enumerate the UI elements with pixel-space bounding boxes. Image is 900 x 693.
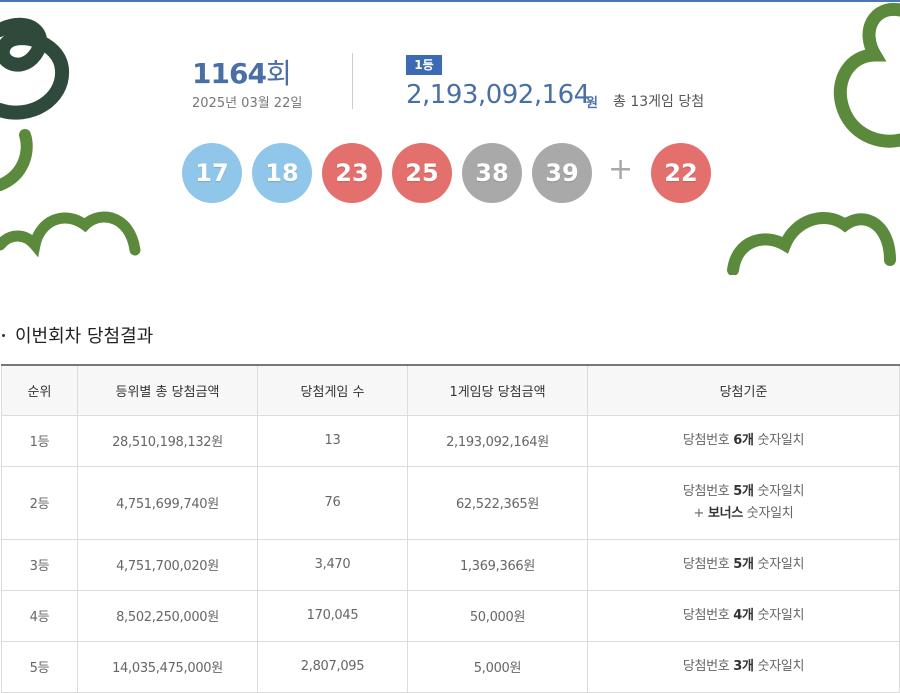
winning-ball-3: 23	[322, 143, 382, 203]
cell-per-game: 50,000원	[407, 589, 588, 642]
draw-number-value: 1164	[192, 57, 267, 90]
cell-total: 14,035,475,000원	[77, 640, 258, 693]
cell-total: 28,510,198,132원	[77, 414, 258, 467]
criteria-pre: 당첨번호	[682, 658, 734, 674]
criteria-post: 숫자일치	[753, 607, 805, 623]
first-prize-badge: 1등	[406, 55, 442, 75]
bonus-ball: 22	[651, 143, 711, 203]
plus-icon: +	[608, 152, 634, 187]
cell-per-game: 5,000원	[407, 640, 588, 693]
decoration-right-cloud-top	[833, 2, 900, 148]
table-row: 4등 8,502,250,000원 170,045 50,000원 당첨번호 4…	[1, 589, 900, 642]
criteria-count: 3개	[733, 658, 754, 674]
cell-games: 3,470	[257, 538, 408, 591]
cell-per-game: 2,193,092,164원	[407, 414, 588, 467]
criteria-post: 숫자일치	[753, 556, 805, 572]
draw-number: 1164회	[192, 52, 292, 92]
cell-per-game: 62,522,365원	[407, 465, 588, 540]
criteria-post: 숫자일치	[753, 483, 805, 499]
winning-ball-2: 18	[252, 143, 312, 203]
criteria-count: 5개	[733, 483, 754, 499]
first-prize-games: 총 13게임 당첨	[613, 94, 705, 110]
cell-total: 4,751,700,020원	[77, 538, 258, 591]
cell-games: 2,807,095	[257, 640, 408, 693]
criteria-pre: 당첨번호	[682, 556, 734, 572]
decoration-right-cloud-bottom	[727, 211, 896, 275]
bonus-label: 보너스	[707, 505, 743, 521]
decoration-left-knot	[0, 17, 69, 191]
table-header-row: 순위 등위별 총 당첨금액 당첨게임 수 1게임당 당첨금액 당첨기준	[1, 364, 900, 416]
results-table: 순위 등위별 총 당첨금액 당첨게임 수 1게임당 당첨금액 당첨기준 1등 2…	[1, 364, 900, 693]
cell-rank: 2등	[1, 465, 78, 540]
cell-rank: 4등	[1, 589, 78, 642]
header-per-game: 1게임당 당첨금액	[407, 364, 588, 416]
criteria-pre: 당첨번호	[682, 607, 734, 623]
winning-ball-5: 38	[462, 143, 522, 203]
cell-total: 4,751,699,740원	[77, 465, 258, 540]
table-row: 1등 28,510,198,132원 13 2,193,092,164원 당첨번…	[1, 414, 900, 467]
bullet-icon	[2, 333, 5, 337]
draw-number-suffix: 회	[265, 57, 292, 90]
bonus-pre: +	[693, 505, 708, 521]
winning-ball-6: 39	[532, 143, 592, 203]
cell-per-game: 1,369,366원	[407, 538, 588, 591]
cell-rank: 3등	[1, 538, 78, 591]
criteria-post: 숫자일치	[753, 658, 805, 674]
cell-criteria: 당첨번호 6개 숫자일치	[587, 414, 900, 467]
cell-games: 170,045	[257, 589, 408, 642]
criteria-pre: 당첨번호	[682, 483, 734, 499]
criteria-post: 숫자일치	[753, 432, 805, 448]
cell-total: 8,502,250,000원	[77, 589, 258, 642]
cell-games: 13	[257, 414, 408, 467]
draw-date: 2025년 03월 22일	[192, 96, 303, 111]
top-border	[0, 0, 900, 2]
decoration-left-cloud	[0, 211, 141, 258]
criteria-count: 5개	[733, 556, 754, 572]
first-prize-amount: 2,193,092,164	[406, 80, 590, 110]
criteria-count: 4개	[733, 607, 754, 623]
table-row: 2등 4,751,699,740원 76 62,522,365원 당첨번호 5개…	[1, 465, 900, 540]
cell-rank: 1등	[1, 414, 78, 467]
header-total: 등위별 총 당첨금액	[77, 364, 258, 416]
criteria-count: 6개	[733, 432, 754, 448]
header-divider	[352, 53, 353, 109]
winning-ball-4: 25	[392, 143, 452, 203]
cell-criteria: 당첨번호 3개 숫자일치	[587, 640, 900, 693]
table-row: 5등 14,035,475,000원 2,807,095 5,000원 당첨번호…	[1, 640, 900, 693]
cell-games: 76	[257, 465, 408, 540]
first-prize-unit: 원	[586, 96, 598, 111]
table-row: 3등 4,751,700,020원 3,470 1,369,366원 당첨번호 …	[1, 538, 900, 591]
cell-criteria: 당첨번호 5개 숫자일치	[587, 538, 900, 591]
bonus-post: 숫자일치	[742, 505, 794, 521]
header-rank: 순위	[1, 364, 78, 416]
header-criteria: 당첨기준	[587, 364, 900, 416]
criteria-pre: 당첨번호	[682, 432, 734, 448]
winning-ball-1: 17	[182, 143, 242, 203]
cell-rank: 5등	[1, 640, 78, 693]
section-title: 이번회차 당첨결과	[0, 322, 153, 348]
cell-criteria: 당첨번호 5개 숫자일치 + 보너스 숫자일치	[587, 465, 900, 540]
header-games: 당첨게임 수	[257, 364, 408, 416]
section-title-text: 이번회차 당첨결과	[15, 326, 154, 347]
cell-criteria: 당첨번호 4개 숫자일치	[587, 589, 900, 642]
